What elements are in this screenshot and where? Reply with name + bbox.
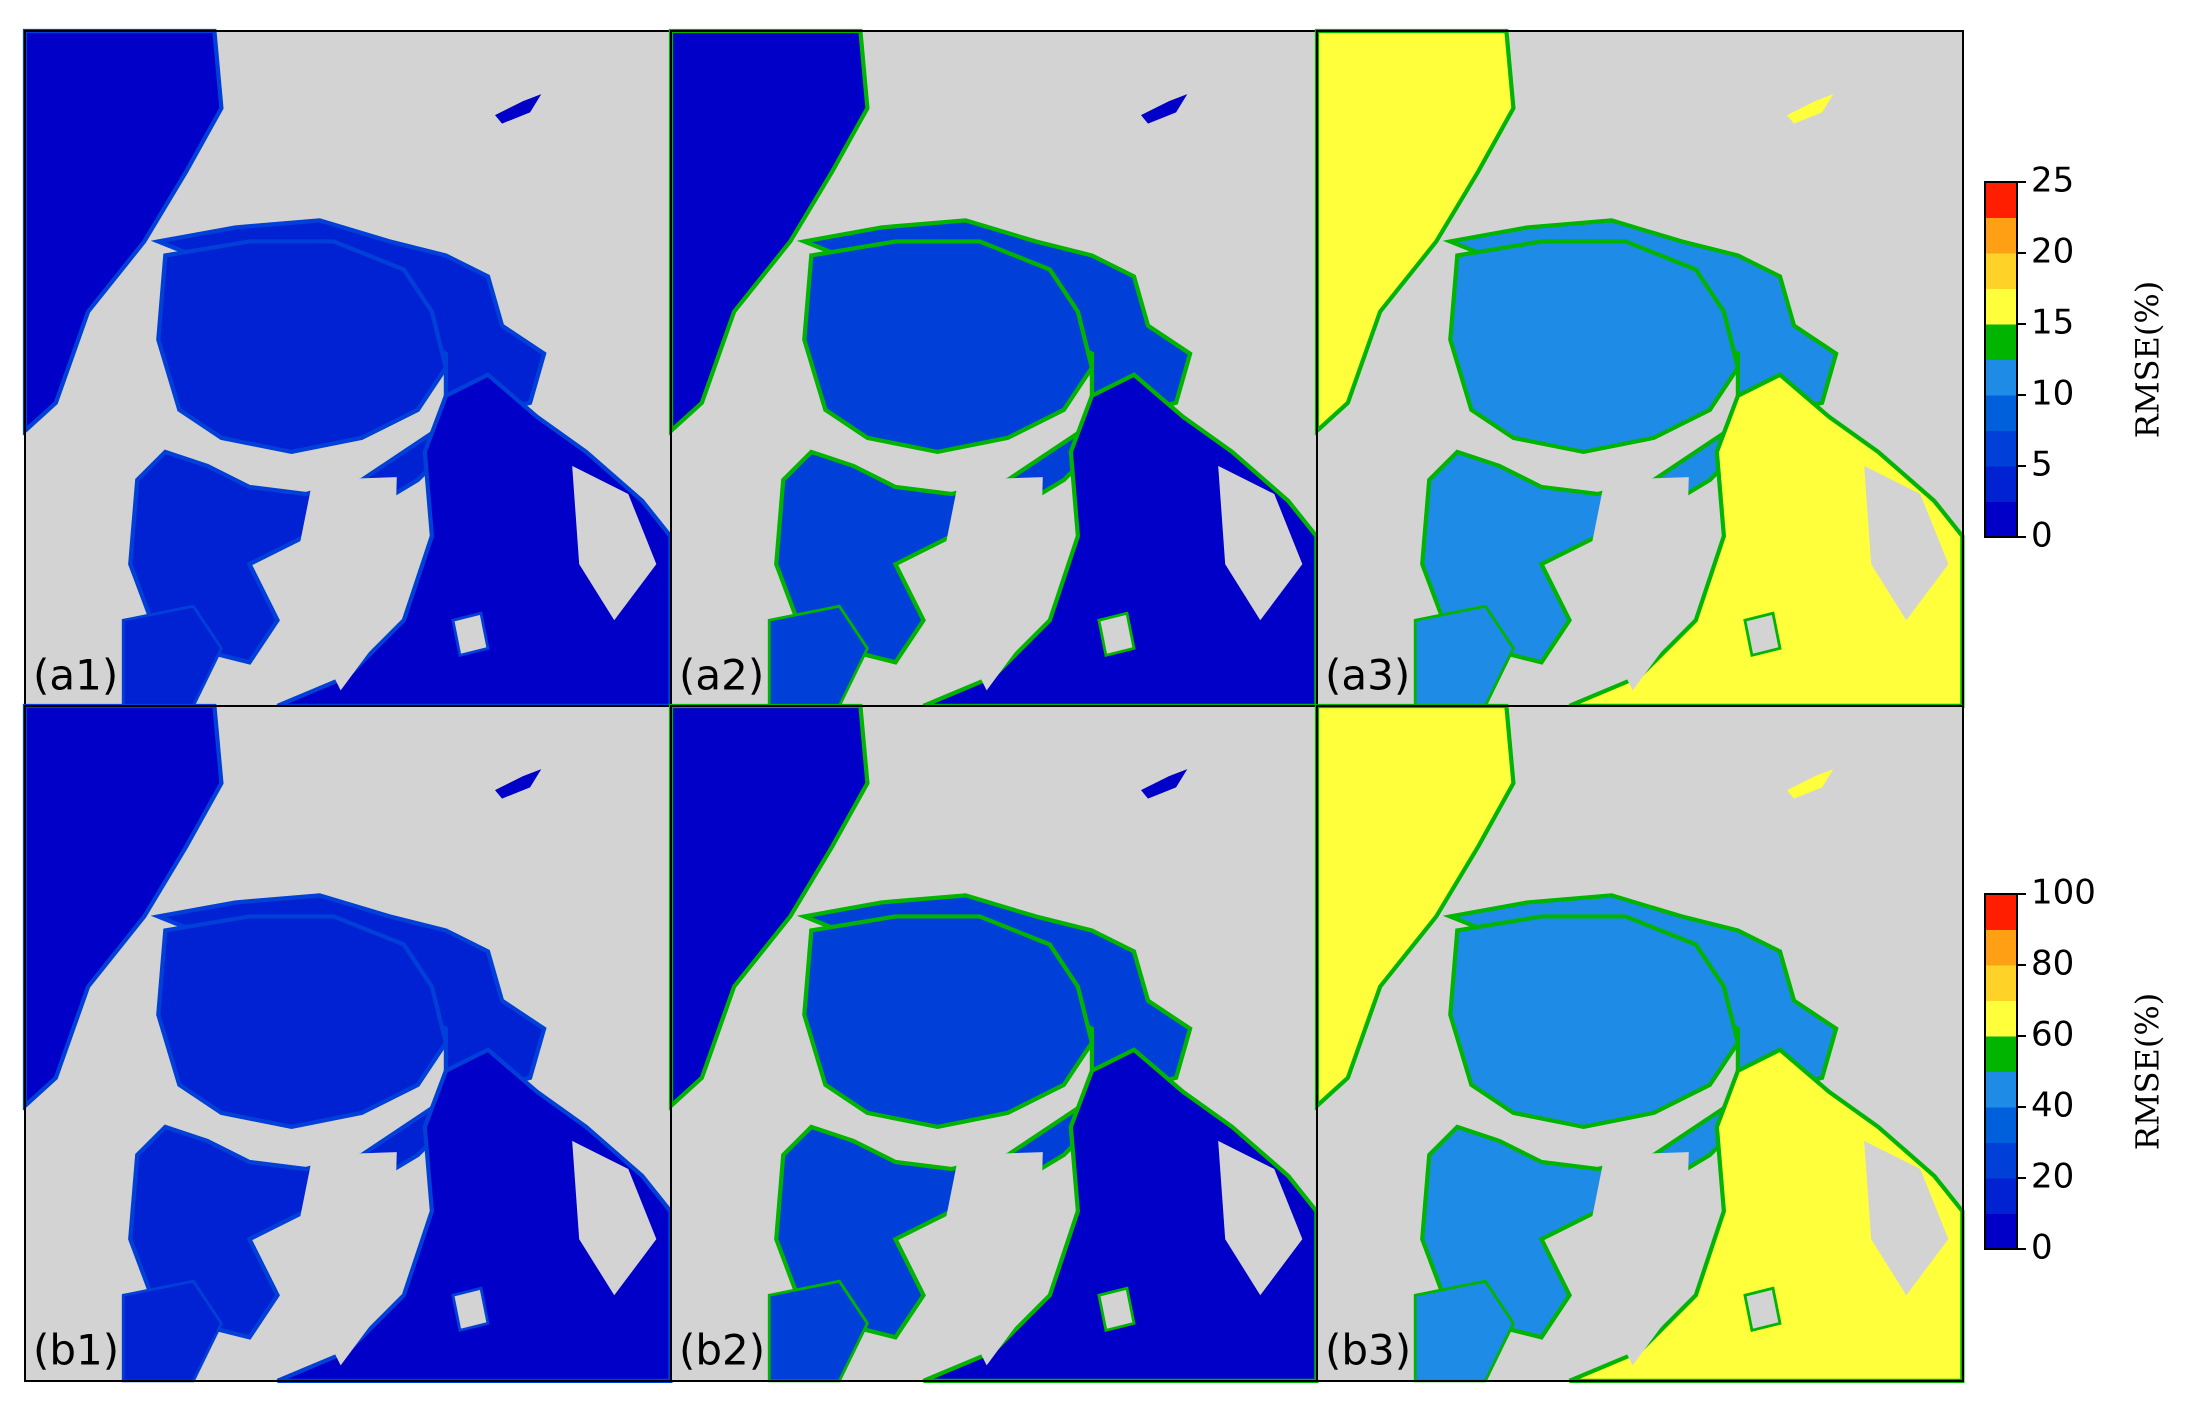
colorbar-segment bbox=[1985, 395, 2017, 431]
colorbar-title: RMSE(%) bbox=[2129, 993, 2167, 1151]
map-panel bbox=[1317, 706, 1963, 1381]
tick-label: 25 bbox=[2031, 161, 2074, 201]
colorbar-segment bbox=[1985, 1071, 2017, 1108]
colorbar-segment bbox=[1985, 1142, 2017, 1179]
tick-label: 20 bbox=[2031, 1157, 2074, 1197]
panel-label: (b3) bbox=[1325, 1326, 1411, 1375]
colorbar-segment bbox=[1985, 359, 2017, 396]
panel-label: (a1) bbox=[33, 651, 118, 700]
tick-label: 80 bbox=[2031, 944, 2074, 984]
map-image bbox=[25, 31, 671, 706]
tick-label: 100 bbox=[2031, 873, 2096, 913]
map-panel bbox=[1317, 31, 1963, 706]
panel-label: (b1) bbox=[33, 1326, 119, 1375]
map-image bbox=[1317, 706, 1963, 1381]
colorbar-segment bbox=[1985, 501, 2017, 538]
panel-label: (a3) bbox=[1325, 651, 1410, 700]
panel-label: (b2) bbox=[679, 1326, 765, 1375]
map-panel bbox=[25, 706, 671, 1381]
map-panel bbox=[25, 31, 671, 706]
tick-label: 0 bbox=[2031, 1228, 2053, 1268]
colorbar-title: RMSE(%) bbox=[2129, 281, 2167, 439]
colorbar-segment bbox=[1985, 1178, 2017, 1214]
colorbar-segment bbox=[1985, 1107, 2017, 1143]
tick-label: 0 bbox=[2031, 516, 2053, 556]
tick-label: 5 bbox=[2031, 445, 2053, 485]
tick-label: 60 bbox=[2031, 1015, 2074, 1055]
colorbar-segment bbox=[1985, 894, 2017, 930]
colorbar-segment bbox=[1985, 1000, 2017, 1037]
tick-label: 15 bbox=[2031, 303, 2074, 343]
panel-frame bbox=[1316, 705, 1964, 1382]
colorbar-segment bbox=[1985, 288, 2017, 325]
colorbar-segment bbox=[1985, 182, 2017, 218]
colorbar-segment bbox=[1985, 965, 2017, 1001]
tick-label: 40 bbox=[2031, 1086, 2074, 1126]
map-image bbox=[1317, 31, 1963, 706]
map-image bbox=[671, 31, 1317, 706]
panel-label: (a2) bbox=[679, 651, 764, 700]
colorbar-segment bbox=[1985, 430, 2017, 467]
colorbar-frame bbox=[1984, 893, 2018, 1250]
colorbar-segment bbox=[1985, 929, 2017, 966]
map-image bbox=[671, 706, 1317, 1381]
colorbar-segment bbox=[1985, 1213, 2017, 1250]
colorbar-segment bbox=[1985, 324, 2017, 360]
map-panel bbox=[671, 31, 1317, 706]
colorbar-segment bbox=[1985, 217, 2017, 254]
map-image bbox=[25, 706, 671, 1381]
colorbar-segment bbox=[1985, 1036, 2017, 1072]
map-panel bbox=[671, 706, 1317, 1381]
tick-label: 10 bbox=[2031, 374, 2074, 414]
colorbar-frame bbox=[1984, 181, 2018, 538]
colorbar-segment bbox=[1985, 466, 2017, 502]
tick-label: 20 bbox=[2031, 232, 2074, 272]
colorbar-segment bbox=[1985, 253, 2017, 289]
